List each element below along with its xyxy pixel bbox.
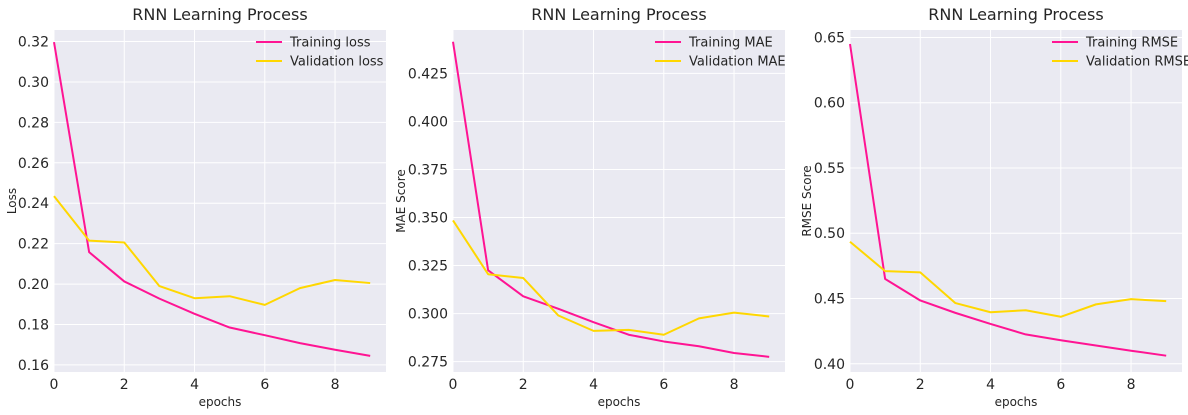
legend: Training RMSE Validation RMSE <box>1052 36 1188 70</box>
chart-title: RNN Learning Process <box>132 5 307 24</box>
y-tick-label: 0.325 <box>408 259 448 275</box>
series-line-validation <box>849 240 1167 318</box>
x-tick-label: 8 <box>1127 377 1136 393</box>
y-tick-label: 0.375 <box>408 162 448 178</box>
x-tick-label: 8 <box>730 377 739 393</box>
series-line-validation <box>452 219 770 336</box>
y-tick-label: 0.45 <box>814 292 845 308</box>
series-line-training <box>53 41 371 357</box>
x-tick-label: 6 <box>659 377 668 393</box>
y-tick-label: 0.26 <box>18 156 49 172</box>
x-tick-label: 0 <box>846 377 855 393</box>
legend-label: Validation RMSE <box>1086 55 1188 70</box>
y-tick-label: 0.350 <box>408 211 448 227</box>
chart-title: RNN Learning Process <box>531 5 706 24</box>
chart-panel-1: RNN Learning Process 0 2 4 6 8 0.16 0.18 0.20 0.2… <box>5 5 386 409</box>
y-tick-label: 0.60 <box>814 96 845 112</box>
x-tick-label: 2 <box>916 377 925 393</box>
chart-title: RNN Learning Process <box>928 5 1103 24</box>
y-tick-label: 0.32 <box>18 35 49 51</box>
y-tick-label: 0.300 <box>408 307 448 323</box>
series-line-training <box>452 41 770 358</box>
y-tick-label: 0.30 <box>18 75 49 91</box>
x-tick-label: 6 <box>1056 377 1065 393</box>
legend: Training MAE Validation MAE <box>655 36 786 70</box>
plot-area <box>453 30 785 372</box>
plot-area <box>54 30 386 372</box>
x-axis-label: epochs <box>995 395 1038 409</box>
series-line-validation <box>53 195 371 306</box>
legend-label: Validation MAE <box>689 55 786 70</box>
x-tick-label: 4 <box>986 377 995 393</box>
plot-area <box>850 30 1182 372</box>
x-tick-label: 2 <box>519 377 528 393</box>
y-tick-label: 0.28 <box>18 115 49 131</box>
y-tick-label: 0.55 <box>814 161 845 177</box>
y-tick-label: 0.425 <box>408 66 448 82</box>
y-tick-label: 0.22 <box>18 237 49 253</box>
x-axis-label: epochs <box>598 395 641 409</box>
y-axis-label: Loss <box>5 188 19 214</box>
legend-label: Training loss <box>289 36 371 51</box>
x-tick-label: 6 <box>260 377 269 393</box>
legend-label: Training MAE <box>688 36 773 51</box>
x-tick-label: 0 <box>50 377 59 393</box>
x-tick-label: 8 <box>331 377 340 393</box>
x-tick-label: 2 <box>120 377 129 393</box>
y-tick-label: 0.50 <box>814 226 845 242</box>
y-tick-label: 0.18 <box>18 318 49 334</box>
y-tick-label: 0.16 <box>18 358 49 374</box>
series-line-training <box>849 43 1167 357</box>
y-tick-label: 0.24 <box>18 196 49 212</box>
y-tick-label: 0.40 <box>814 357 845 373</box>
x-tick-label: 4 <box>589 377 598 393</box>
chart-panel-3: RNN Learning Process 0 2 4 6 8 0.40 0.45 0.50 0.5… <box>800 5 1188 409</box>
y-tick-label: 0.275 <box>408 355 448 371</box>
legend-label: Training RMSE <box>1085 36 1178 51</box>
chart-panel-2: RNN Learning Process 0 2 4 6 8 0.275 0.300 0.325… <box>394 5 786 409</box>
y-axis-label: RMSE Score <box>800 165 814 236</box>
x-axis-label: epochs <box>199 395 242 409</box>
y-tick-label: 0.20 <box>18 277 49 293</box>
legend-label: Validation loss <box>290 55 384 70</box>
legend: Training loss Validation loss <box>256 36 384 70</box>
y-tick-label: 0.400 <box>408 114 448 130</box>
x-tick-label: 4 <box>190 377 199 393</box>
y-axis-label: MAE Score <box>394 169 408 233</box>
y-tick-label: 0.65 <box>814 30 845 46</box>
x-tick-label: 0 <box>449 377 458 393</box>
